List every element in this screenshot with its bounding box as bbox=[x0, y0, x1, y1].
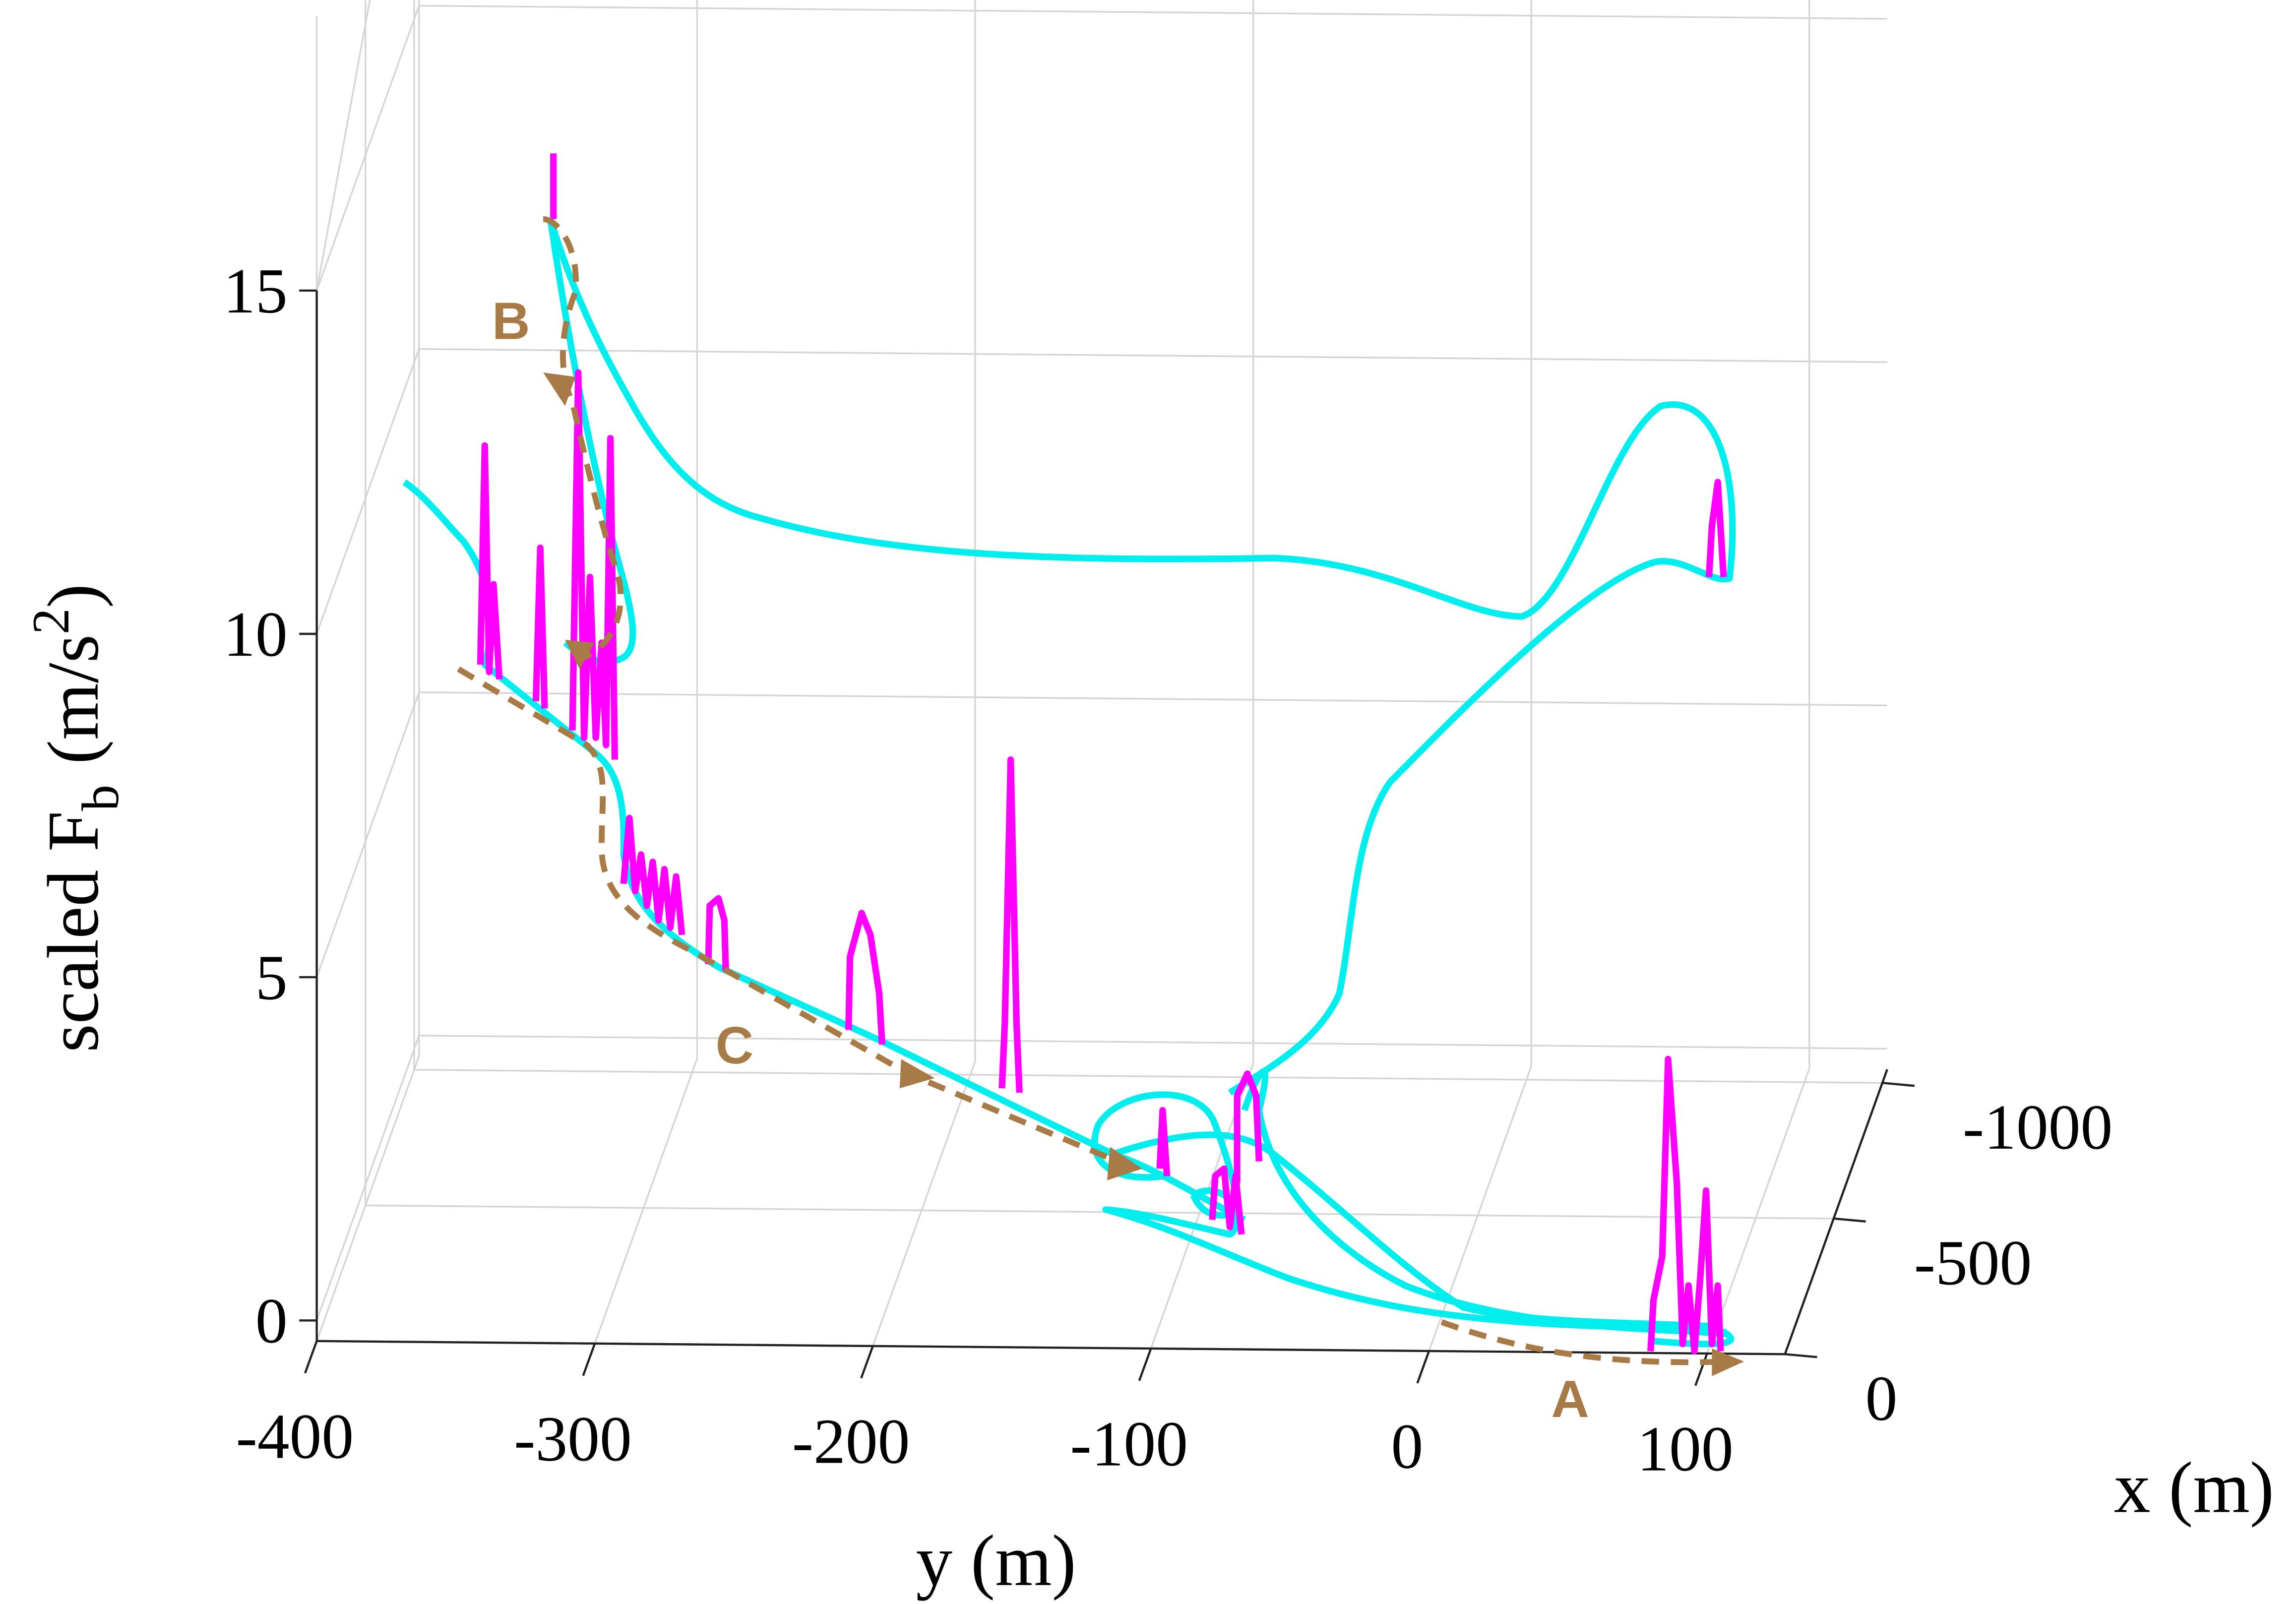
z-axis-label: scaled Fb (m/s2) bbox=[22, 584, 129, 1052]
axes bbox=[299, 289, 1915, 1386]
force-spike bbox=[532, 544, 548, 709]
arrow-head bbox=[543, 372, 575, 406]
path-annotation: A B C bbox=[457, 216, 1744, 1428]
y-tick-label: -200 bbox=[792, 1407, 910, 1478]
y-tick bbox=[1138, 1348, 1152, 1381]
grid-line bbox=[365, 1204, 1834, 1220]
x-tick-label: 0 bbox=[1865, 1363, 1898, 1434]
grid-line bbox=[419, 348, 1887, 363]
x-tick bbox=[1833, 1217, 1866, 1223]
trajectory-line bbox=[1091, 1091, 1735, 1348]
y-tick-label: 100 bbox=[1637, 1414, 1733, 1485]
arrow-head bbox=[565, 640, 595, 669]
y-tick bbox=[1416, 1351, 1430, 1384]
y-tick-label: -100 bbox=[1070, 1409, 1188, 1480]
grid-line bbox=[872, 1060, 976, 1347]
z-tick-label: 10 bbox=[223, 599, 288, 670]
force-spike bbox=[1647, 1055, 1724, 1355]
grid-line bbox=[315, 1035, 420, 1321]
grid-line bbox=[315, 349, 420, 634]
y-tick bbox=[1694, 1353, 1708, 1386]
grid-line bbox=[419, 691, 1887, 707]
y-tick bbox=[304, 1341, 318, 1374]
force-spike bbox=[998, 756, 1023, 1093]
grid-line bbox=[1706, 1068, 1810, 1354]
z-label-text: scaled F bbox=[33, 811, 114, 1052]
z-tick-label: 15 bbox=[223, 256, 288, 327]
path-arrow bbox=[1440, 1319, 1734, 1365]
grid-edge bbox=[315, 0, 371, 291]
path-arrow bbox=[543, 216, 624, 660]
y-tick bbox=[860, 1346, 874, 1379]
trajectory-line bbox=[547, 218, 1736, 1096]
force-spikes bbox=[477, 153, 1727, 1355]
force-spike bbox=[569, 369, 619, 760]
z-label-sub: b bbox=[71, 785, 129, 811]
x-tick-label: -500 bbox=[1914, 1228, 2032, 1298]
arrow-head bbox=[1712, 1348, 1744, 1376]
z-label-unit: (m/s bbox=[33, 634, 114, 764]
grid-line bbox=[1428, 1065, 1532, 1352]
grid-line bbox=[419, 4, 1887, 20]
x-axis-label: x (m) bbox=[2114, 1447, 2274, 1528]
force-spike bbox=[477, 442, 503, 679]
force-spike bbox=[1705, 479, 1727, 577]
force-spike bbox=[1156, 1107, 1171, 1176]
annotation: A bbox=[1551, 1370, 1589, 1428]
force-spike bbox=[1234, 1070, 1262, 1183]
z-label-sup: 2 bbox=[22, 608, 80, 634]
annotation: B bbox=[492, 292, 530, 350]
x-tick bbox=[1785, 1353, 1817, 1358]
grid-line bbox=[315, 692, 420, 978]
arrow-head bbox=[1107, 1147, 1142, 1180]
y-tick bbox=[582, 1343, 596, 1376]
trajectory-line bbox=[402, 479, 1246, 1223]
force-spike bbox=[620, 814, 685, 935]
annotation: C bbox=[716, 1016, 754, 1075]
x-tick-label: -1000 bbox=[1963, 1092, 2112, 1163]
grid-line bbox=[315, 5, 420, 291]
force-spike bbox=[845, 910, 886, 1045]
force-spike bbox=[1209, 1165, 1245, 1235]
path-arrow bbox=[457, 666, 1136, 1172]
z-tick-label: 0 bbox=[255, 1286, 288, 1357]
y-axis-label: y (m) bbox=[916, 1520, 1076, 1601]
arrow-head bbox=[899, 1059, 935, 1089]
z-tick-label: 5 bbox=[255, 942, 288, 1013]
grid-line bbox=[315, 1055, 420, 1342]
z-label-close: ) bbox=[33, 584, 114, 608]
grid-line bbox=[594, 1058, 698, 1344]
y-tick-label: -400 bbox=[236, 1401, 354, 1472]
axis-line bbox=[1784, 1069, 1888, 1355]
grid-line bbox=[419, 1035, 1887, 1050]
grid-line bbox=[414, 1069, 1883, 1084]
force-spike bbox=[705, 895, 729, 972]
y-tick-label: 0 bbox=[1391, 1412, 1424, 1482]
trajectory-line bbox=[1241, 1068, 1727, 1336]
y-tick-label: -300 bbox=[514, 1404, 632, 1475]
x-tick bbox=[1882, 1082, 1915, 1087]
